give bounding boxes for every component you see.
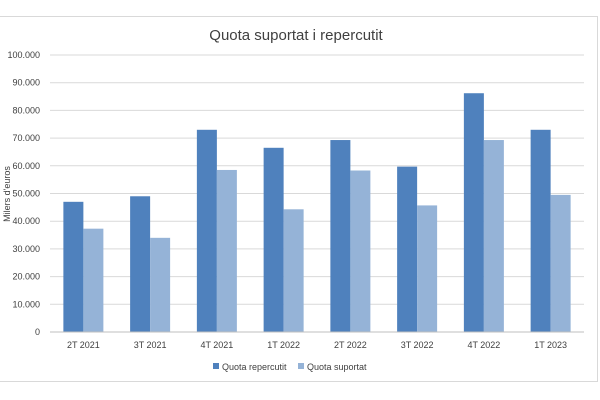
y-tick-label: 70.000 xyxy=(12,133,40,143)
chart-title: Quota suportat i repercutit xyxy=(209,27,383,44)
bar-quota-repercutit xyxy=(530,129,551,332)
chart-frame xyxy=(0,16,598,382)
legend-label: Quota suportat xyxy=(307,362,367,372)
x-tick-label: 1T 2023 xyxy=(534,340,567,350)
y-tick-label: 60.000 xyxy=(12,161,40,171)
bar-quota-suportat xyxy=(83,228,104,332)
x-axis-ticks: 2T 2021 3T 2021 4T 2021 1T 2022 2T 2022 3T 20… xyxy=(67,340,567,350)
bar-quota-suportat xyxy=(216,169,237,332)
bar-quota-suportat xyxy=(417,205,438,332)
x-tick-label: 2T 2022 xyxy=(334,340,367,350)
y-tick-label: 10.000 xyxy=(12,299,40,309)
legend-swatch xyxy=(298,363,304,369)
y-tick-label: 30.000 xyxy=(12,244,40,254)
y-axis-label: Milers d'euros xyxy=(2,166,12,222)
bar-quota-suportat xyxy=(150,237,171,332)
legend-label: Quota repercutit xyxy=(222,362,287,372)
bar-quota-suportat xyxy=(350,170,371,332)
legend: Quota repercutit Quota suportat xyxy=(213,362,367,372)
y-tick-label: 100.000 xyxy=(7,50,40,60)
y-tick-label: 50.000 xyxy=(12,189,40,199)
y-tick-label: 40.000 xyxy=(12,216,40,226)
bar-quota-repercutit xyxy=(196,129,217,332)
y-tick-label: 20.000 xyxy=(12,272,40,282)
legend-swatch xyxy=(213,363,219,369)
x-tick-label: 3T 2022 xyxy=(401,340,434,350)
y-tick-label: 80.000 xyxy=(12,105,40,115)
x-tick-label: 3T 2021 xyxy=(134,340,167,350)
bar-quota-repercutit xyxy=(130,196,151,332)
bar-quota-suportat xyxy=(283,209,304,332)
bar-quota-repercutit xyxy=(263,147,284,332)
y-tick-label: 0 xyxy=(35,327,40,337)
bar-quota-repercutit xyxy=(397,166,418,332)
x-tick-label: 1T 2022 xyxy=(267,340,300,350)
bar-quota-repercutit xyxy=(463,93,484,332)
y-axis-ticks: 0 10.000 20.000 30.000 40.000 50.000 60.000 70.… xyxy=(7,50,40,337)
bar-quota-repercutit xyxy=(330,140,351,332)
x-tick-label: 4T 2022 xyxy=(467,340,500,350)
y-tick-label: 90.000 xyxy=(12,78,40,88)
bar-quota-repercutit xyxy=(63,201,84,332)
bar-quota-suportat xyxy=(483,140,504,332)
gridlines xyxy=(50,54,584,305)
bars xyxy=(63,93,571,332)
x-tick-label: 4T 2021 xyxy=(200,340,233,350)
x-tick-label: 2T 2021 xyxy=(67,340,100,350)
bar-quota-suportat xyxy=(550,194,571,332)
